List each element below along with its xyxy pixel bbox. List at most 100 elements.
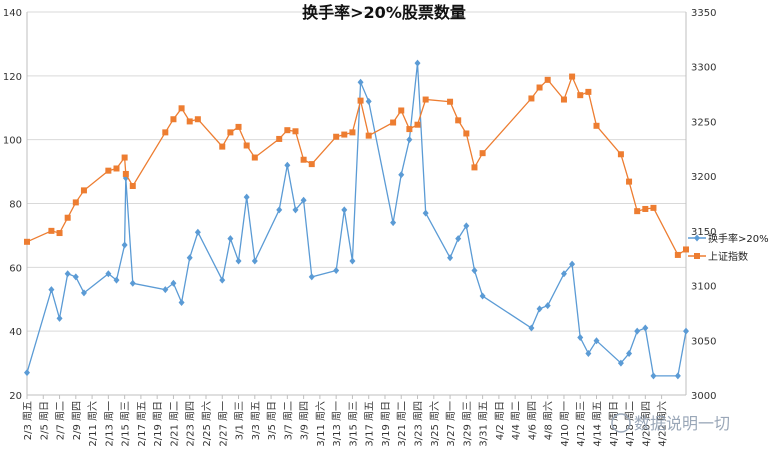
data-point (683, 246, 689, 253)
right-tick-label: 3250 (691, 117, 716, 128)
series-0 (24, 59, 689, 380)
x-tick-label: 3/29 周三 (461, 401, 473, 447)
x-tick-label: 2/5 周日 (38, 401, 50, 440)
data-point (560, 270, 567, 278)
data-point (333, 133, 340, 140)
x-tick-label: 2/13 周一 (103, 401, 115, 447)
x-tick-label: 2/3 周五 (22, 401, 34, 440)
data-point (642, 205, 649, 212)
data-point (463, 130, 470, 137)
data-point (129, 279, 136, 287)
x-tick-label: 2/25 周六 (201, 401, 213, 447)
right-tick-label: 3200 (691, 172, 716, 183)
data-point (683, 327, 689, 335)
data-point (528, 95, 535, 102)
left-tick-label: 120 (3, 72, 22, 83)
data-point (113, 276, 120, 284)
data-point (536, 84, 543, 91)
x-tick-label: 3/3 周五 (250, 401, 262, 440)
series-line (26, 63, 687, 377)
data-point (634, 327, 641, 335)
data-point (414, 59, 421, 67)
data-point (390, 119, 397, 126)
data-point (72, 199, 79, 206)
x-tick-label: 4/4 周二 (510, 401, 522, 440)
x-tick-label: 3/9 周四 (299, 401, 311, 440)
right-tick-label: 3300 (691, 63, 716, 74)
data-point (24, 369, 30, 377)
data-point (536, 305, 543, 313)
x-tick-label: 4/16 周日 (608, 401, 620, 447)
data-point (300, 196, 307, 204)
x-tick-label: 2/7 周二 (55, 401, 67, 440)
x-tick-label: 4/10 周一 (559, 401, 571, 447)
data-point (235, 257, 242, 265)
data-point (626, 178, 633, 185)
data-point (48, 286, 55, 294)
data-point (544, 76, 551, 83)
x-tick-label: 3/5 周日 (266, 401, 278, 440)
data-point (577, 92, 584, 99)
data-point (422, 96, 429, 103)
data-point (650, 204, 657, 211)
data-point (170, 116, 177, 123)
data-point (227, 235, 234, 243)
data-point (634, 208, 641, 215)
x-tick-label: 3/21 周二 (396, 401, 408, 447)
data-point (349, 257, 356, 265)
data-point (479, 150, 486, 157)
left-tick-label: 140 (3, 8, 22, 19)
data-point (243, 193, 250, 201)
gridlines (27, 11, 686, 396)
data-point (577, 334, 584, 342)
left-tick-label: 40 (9, 327, 22, 338)
data-point (162, 129, 169, 136)
x-tick-label: 2/27 周一 (217, 401, 229, 447)
data-point (292, 206, 299, 214)
data-point (121, 154, 128, 161)
x-tick-label: 3/23 周四 (413, 401, 425, 447)
x-tick-label: 2/21 周二 (168, 401, 180, 447)
watermark: 数据说明一切 (611, 413, 730, 433)
x-tick-label: 2/23 周四 (185, 401, 197, 447)
data-point (593, 337, 600, 345)
x-tick-label: 4/8 周六 (543, 401, 555, 440)
data-point (308, 161, 315, 168)
data-point (390, 219, 397, 227)
data-point (178, 105, 185, 112)
data-point (243, 142, 250, 149)
data-point (617, 151, 624, 158)
data-point (463, 222, 470, 230)
data-point (64, 270, 71, 278)
data-point (292, 128, 299, 135)
data-point (642, 324, 649, 332)
x-tick-label: 3/7 周二 (282, 401, 294, 440)
data-point (186, 118, 193, 125)
data-point (341, 131, 348, 138)
chart-title: 换手率>20%股票数量 (302, 3, 466, 22)
data-point (398, 171, 405, 179)
x-tick-label: 4/6 周四 (526, 401, 538, 440)
data-point (235, 123, 242, 130)
data-point (113, 165, 120, 172)
legend: 换手率>20% 上证指数 (688, 232, 769, 263)
data-point (121, 241, 128, 249)
data-point (447, 254, 454, 262)
series (24, 59, 689, 380)
data-point (560, 96, 567, 103)
data-point (219, 276, 226, 284)
data-point (365, 132, 372, 139)
x-tick-label: 3/19 周日 (380, 401, 392, 447)
data-point (227, 129, 234, 136)
data-point (276, 206, 283, 214)
x-tick-label: 4/2 周日 (494, 401, 506, 440)
data-point (455, 235, 462, 243)
data-point (219, 143, 226, 150)
right-tick-label: 3350 (691, 8, 716, 19)
data-point (447, 98, 454, 105)
x-tick-label: 3/11 周六 (315, 401, 327, 447)
x-tick-label: 3/13 周一 (331, 401, 343, 447)
data-point (56, 230, 63, 237)
data-point (422, 209, 429, 217)
x-tick-label: 4/20 周四 (640, 401, 652, 447)
